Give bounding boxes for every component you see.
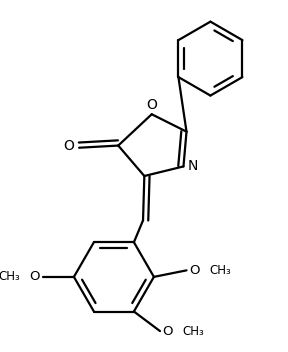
Text: O: O	[63, 139, 74, 152]
Text: O: O	[146, 98, 157, 112]
Text: O: O	[162, 325, 173, 338]
Text: CH₃: CH₃	[0, 270, 20, 283]
Text: O: O	[189, 264, 200, 277]
Text: CH₃: CH₃	[183, 325, 204, 338]
Text: CH₃: CH₃	[209, 264, 231, 277]
Text: N: N	[188, 159, 198, 174]
Text: O: O	[30, 270, 40, 283]
